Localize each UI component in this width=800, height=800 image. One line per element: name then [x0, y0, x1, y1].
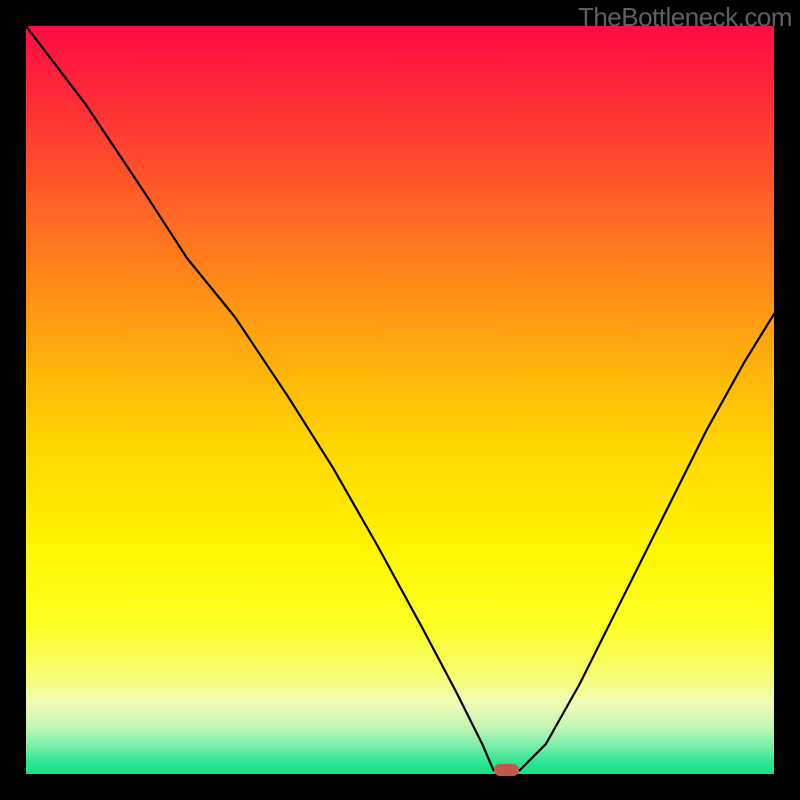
chart-frame: TheBottleneck.com	[0, 0, 800, 800]
watermark-text: TheBottleneck.com	[578, 2, 792, 33]
plot-area	[26, 26, 774, 774]
optimum-marker	[494, 764, 519, 776]
bottleneck-curve	[26, 26, 774, 774]
